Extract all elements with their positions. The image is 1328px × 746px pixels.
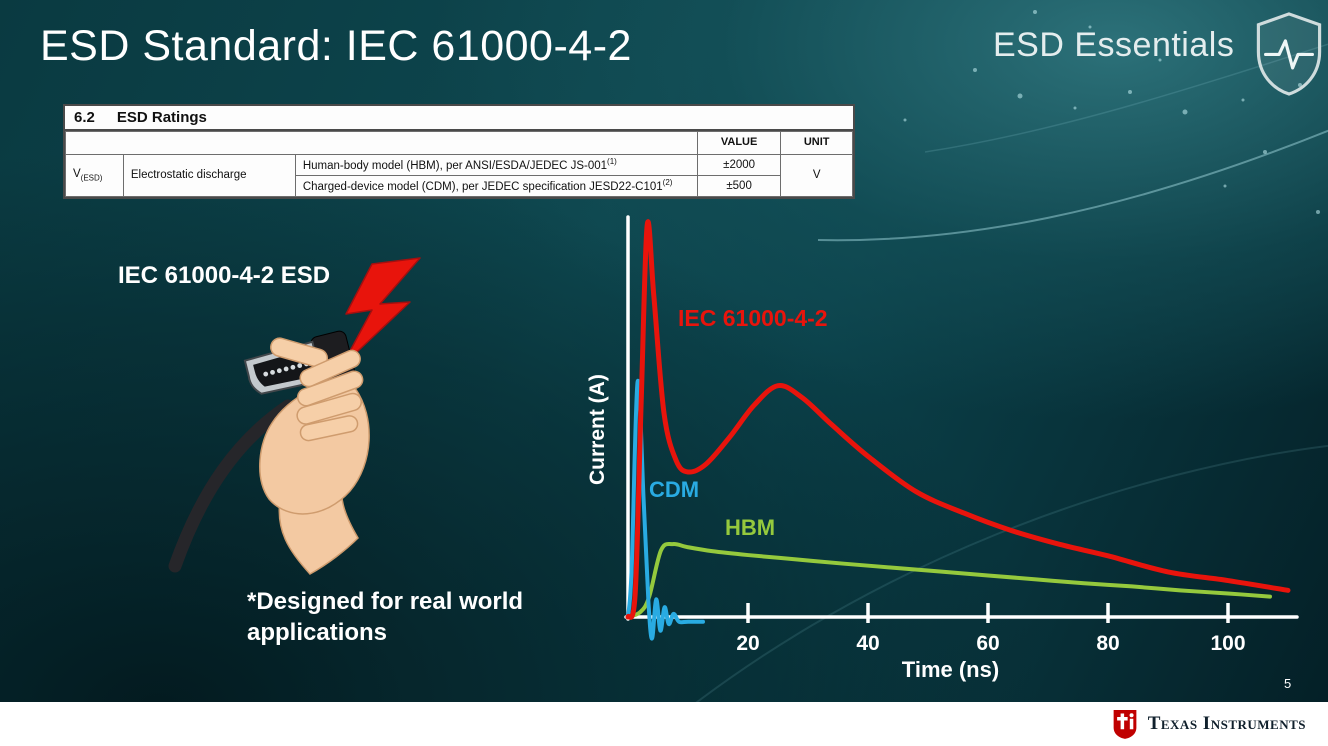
cable-graphic [168,399,295,573]
page-number: 5 [1284,676,1292,691]
svg-text:80: 80 [1096,632,1119,655]
unit-cell: V [780,153,853,198]
iec-esd-label: IEC 61000-4-2 ESD [118,262,331,289]
table-header-row: VALUE UNIT [65,131,853,155]
chart-svg: 20 40 60 80 100 [624,215,1299,655]
section-number: 6.2 [74,109,95,126]
shield-icon [1256,12,1322,96]
blank-header-cell [65,131,698,155]
chart: 20 40 60 80 100 Current (A) Time (ns) IEC 61… [585,205,1320,705]
description-cell: Charged-device model (CDM), per JEDEC sp… [294,174,698,198]
svg-text:40: 40 [856,632,879,655]
page-title: ESD Standard: IEC 61000-4-2 [40,22,632,70]
ti-logo-icon [1113,710,1137,739]
table-row: Charged-device model (CDM), per JEDEC sp… [66,174,853,198]
svg-text:100: 100 [1210,632,1245,655]
series-label-iec: IEC 61000-4-2 [678,305,828,331]
value-cell: ±2000 [696,153,782,176]
value-cell: ±500 [696,174,782,198]
fingers-graphic [270,337,364,442]
svg-text:20: 20 [736,632,759,655]
symbol-cell: V(ESD) [65,153,124,198]
esd-essentials-label: ESD Essentials [993,26,1235,64]
parameter-cell: Electrostatic discharge [122,153,296,198]
col-header-value: VALUE [696,131,782,155]
footer-bar: Texas Instruments [0,702,1328,746]
series-label-hbm: HBM [725,515,776,540]
section-title: ESD Ratings [116,109,207,126]
ratings-table-title: 6.2 ESD Ratings [65,106,853,131]
lightning-bolt-icon [341,257,421,367]
table-row: V(ESD) Electrostatic discharge Human-bod… [65,153,853,198]
svg-text:60: 60 [976,632,999,655]
y-axis-label: Current (A) [586,374,609,486]
hand-graphic [259,383,370,575]
ti-logo: Texas Instruments [1111,709,1306,739]
ratings-table: 6.2 ESD Ratings VALUE UNIT V(ESD) Electro… [63,104,855,200]
hand-holding-hdmi-illustration [168,257,421,575]
ti-logo-text: Texas Instruments [1147,713,1306,734]
description-cell: Human-body model (HBM), per ANSI/ESDA/JE… [294,153,698,176]
x-axis-label: Time (ns) [901,657,1000,682]
series-label-cdm: CDM [649,477,700,502]
real-world-note: *Designed for real world applications [247,588,524,647]
col-header-unit: UNIT [780,131,853,155]
